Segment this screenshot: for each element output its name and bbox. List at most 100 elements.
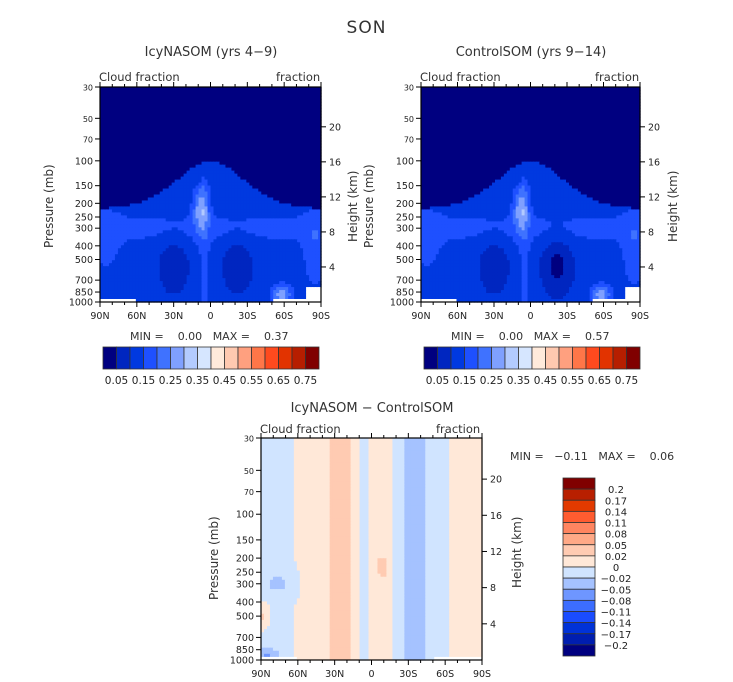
contour-cell: [273, 131, 277, 136]
contour-cell: [132, 107, 137, 112]
contour-cell: [132, 185, 137, 190]
contour-cell: [225, 122, 230, 127]
contour-cell: [150, 101, 155, 106]
contour-cell: [168, 203, 173, 208]
contour-cell: [258, 179, 262, 184]
contour-cell: [108, 167, 113, 172]
contour-cell: [150, 173, 155, 178]
contour-cell: [249, 113, 253, 118]
contour-cell: [147, 191, 152, 196]
contour-cell: [102, 218, 107, 222]
contour-cell: [315, 215, 319, 219]
contour-cell: [255, 146, 259, 151]
contour-cell: [180, 87, 185, 91]
contour-cell: [273, 95, 277, 100]
contour-cell: [258, 149, 262, 154]
contour-cell: [147, 215, 152, 219]
contour-cell: [141, 203, 146, 208]
contour-cell: [129, 152, 134, 157]
contour-cell: [165, 149, 170, 154]
contour-cell: [285, 149, 289, 154]
contour-cell: [237, 170, 241, 175]
contour-cell: [261, 173, 265, 178]
contour-cell: [117, 176, 122, 181]
contour-cell: [315, 218, 319, 222]
contour-cell: [195, 212, 200, 217]
contour-cell: [165, 170, 170, 175]
contour-cell: [315, 107, 319, 112]
contour-cell: [183, 176, 188, 181]
contour-cell: [144, 101, 149, 106]
contour-cell: [114, 209, 119, 214]
contour-cell: [141, 89, 146, 94]
contour-cell: [210, 119, 215, 124]
contour-cell: [306, 104, 310, 109]
contour-cell: [123, 173, 128, 178]
contour-cell: [300, 164, 304, 169]
contour-cell: [270, 122, 274, 127]
contour-cell: [282, 161, 286, 166]
contour-cell: [165, 101, 170, 106]
contour-cell: [228, 176, 233, 181]
contour-cell: [180, 89, 185, 94]
contour-cell: [222, 89, 227, 94]
panel-title: IcyNASOM − ControlSOM: [290, 401, 454, 416]
contour-cell: [231, 170, 235, 175]
contour-cell: [255, 134, 259, 139]
contour-cell: [153, 167, 158, 172]
contour-cell: [162, 170, 167, 175]
contour-cell: [201, 143, 206, 148]
contour-cell: [168, 107, 173, 112]
contour-cell: [213, 149, 218, 154]
contour-cell: [249, 104, 253, 109]
contour-cell: [183, 116, 188, 121]
contour-cell: [213, 206, 218, 211]
contour-cell: [159, 128, 164, 133]
contour-cell: [201, 197, 206, 202]
contour-cell: [237, 206, 241, 211]
contour-cell: [270, 191, 274, 196]
contour-cell: [147, 146, 152, 151]
contour-cell: [144, 140, 149, 145]
contour-cell: [108, 191, 113, 196]
contour-cell: [234, 89, 238, 94]
contour-cell: [100, 143, 104, 148]
contour-cell: [183, 197, 188, 202]
contour-cell: [162, 122, 167, 127]
contour-cell: [192, 143, 197, 148]
contour-cell: [243, 179, 247, 184]
contour-cell: [105, 89, 110, 94]
contour-cell: [213, 119, 218, 124]
contour-cell: [225, 179, 230, 184]
contour-cell: [192, 218, 197, 222]
contour-cell: [318, 209, 322, 214]
contour-cell: [180, 149, 185, 154]
contour-cell: [225, 194, 230, 199]
contour-cell: [246, 128, 250, 133]
contour-cell: [225, 176, 230, 181]
contour-cell: [219, 128, 224, 133]
contour-cell: [264, 107, 268, 112]
contour-cell: [255, 194, 259, 199]
contour-cell: [234, 116, 238, 121]
contour-cell: [189, 185, 194, 190]
contour-cell: [306, 215, 310, 219]
contour-cell: [177, 152, 182, 157]
contour-cell: [210, 194, 215, 199]
contour-cell: [108, 170, 113, 175]
contour-cell: [270, 152, 274, 157]
contour-cell: [100, 158, 104, 163]
contour-cell: [255, 149, 259, 154]
contour-cell: [189, 113, 194, 118]
contour-cell: [249, 161, 253, 166]
contour-cell: [100, 131, 104, 136]
contour-cell: [165, 173, 170, 178]
contour-cell: [177, 131, 182, 136]
contour-cell: [246, 119, 250, 124]
contour-cell: [210, 182, 215, 187]
contour-cell: [288, 191, 292, 196]
contour-cell: [303, 203, 307, 208]
contour-cell: [216, 92, 221, 97]
contour-cell: [240, 119, 244, 124]
contour-cell: [120, 140, 125, 145]
